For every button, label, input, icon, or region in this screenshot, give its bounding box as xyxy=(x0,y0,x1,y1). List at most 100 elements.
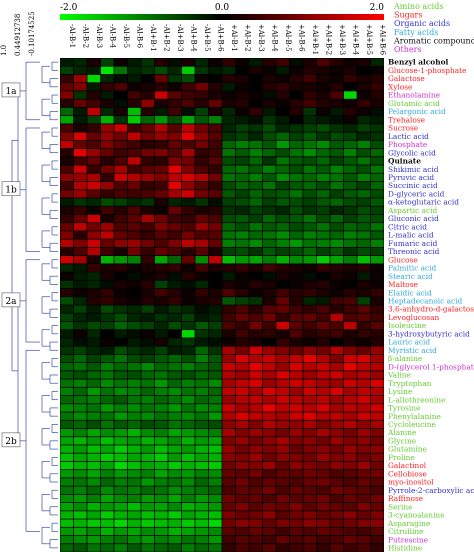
heatmap-cell xyxy=(330,494,344,503)
heatmap-cell xyxy=(370,297,384,305)
heatmap-cell xyxy=(168,387,182,396)
column-label: +Al-B-1 xyxy=(230,24,238,52)
heatmap-cell xyxy=(262,437,276,445)
heatmap-cell xyxy=(87,165,101,173)
heatmap-cell xyxy=(87,157,101,165)
heatmap-cell xyxy=(289,280,303,289)
heatmap-cell xyxy=(343,247,357,256)
heatmap-cell xyxy=(168,305,182,313)
heatmap-cell xyxy=(276,223,290,231)
column-label: -Al-B-3 xyxy=(95,24,103,48)
heatmap-cell xyxy=(303,445,317,453)
row-label: myo-inositol xyxy=(388,478,434,487)
heatmap-cell xyxy=(330,124,344,132)
heatmap-cell xyxy=(154,198,168,206)
heatmap-cell xyxy=(276,330,290,338)
heatmap-cell xyxy=(127,66,141,75)
heatmap-cell xyxy=(60,354,74,363)
heatmap-cell xyxy=(195,379,209,387)
heatmap-cell xyxy=(100,461,114,470)
heatmap-cell xyxy=(276,280,290,289)
heatmap-cell xyxy=(100,66,114,75)
heatmap-cell xyxy=(249,124,263,132)
heatmap-cell xyxy=(262,453,276,462)
heatmap-cell xyxy=(114,445,128,453)
heatmap-cell xyxy=(222,272,236,280)
heatmap-cell xyxy=(73,445,87,453)
heatmap-cell xyxy=(249,239,263,247)
heatmap-cell xyxy=(127,214,141,223)
heatmap-cell xyxy=(222,223,236,231)
heatmap-cell xyxy=(127,354,141,363)
heatmap-cell xyxy=(303,461,317,470)
heatmap-cell xyxy=(60,206,74,215)
heatmap-cell xyxy=(222,297,236,305)
heatmap-cell xyxy=(249,116,263,124)
heatmap-cell xyxy=(343,395,357,404)
heatmap-cell xyxy=(100,527,114,536)
heatmap-cell xyxy=(100,305,114,313)
heatmap-cell xyxy=(87,190,101,198)
heatmap-cell xyxy=(370,83,384,91)
heatmap-cell xyxy=(357,280,371,289)
heatmap-cell xyxy=(330,470,344,478)
heatmap-cell xyxy=(60,58,74,66)
heatmap-cell xyxy=(73,338,87,346)
heatmap-cell xyxy=(262,74,276,83)
heatmap-cell xyxy=(181,148,195,157)
heatmap-cell xyxy=(343,404,357,412)
heatmap-cell xyxy=(330,214,344,223)
heatmap-cell xyxy=(127,223,141,231)
column-label: -Al+B-2 xyxy=(162,24,170,52)
heatmap-cell xyxy=(73,74,87,83)
heatmap-cell xyxy=(330,181,344,190)
heatmap-cell xyxy=(100,107,114,116)
color-scale-tick-label: -2.0 xyxy=(60,3,78,13)
heatmap-cell xyxy=(60,91,74,99)
heatmap-cell xyxy=(195,346,209,354)
heatmap-cell xyxy=(370,190,384,198)
heatmap-cell xyxy=(127,91,141,99)
heatmap-cell xyxy=(249,354,263,363)
heatmap-cell xyxy=(316,511,330,519)
row-label: Asparagine xyxy=(387,519,430,528)
heatmap-cell xyxy=(235,387,249,396)
heatmap-cell xyxy=(73,165,87,173)
heatmap-cell xyxy=(100,190,114,198)
heatmap-cell xyxy=(73,107,87,116)
heatmap-cell xyxy=(357,445,371,453)
heatmap-cell xyxy=(235,395,249,404)
heatmap-cell xyxy=(100,453,114,462)
row-label: Glucose xyxy=(388,255,418,264)
heatmap-cell xyxy=(316,453,330,462)
heatmap-cell xyxy=(73,379,87,387)
heatmap-cell xyxy=(262,420,276,429)
heatmap-cell xyxy=(181,99,195,107)
heatmap-cell xyxy=(289,214,303,223)
heatmap-cell xyxy=(127,535,141,544)
heatmap-cell xyxy=(222,354,236,363)
heatmap-cell xyxy=(154,346,168,354)
heatmap-cell xyxy=(276,305,290,313)
heatmap-cell xyxy=(343,157,357,165)
heatmap-cell xyxy=(370,66,384,75)
heatmap-cell xyxy=(235,132,249,140)
heatmap-cell xyxy=(141,247,155,256)
heatmap-cell xyxy=(343,371,357,379)
heatmap-cell xyxy=(289,387,303,396)
heatmap-cell xyxy=(195,214,209,223)
heatmap-cell xyxy=(73,461,87,470)
heatmap-cell xyxy=(154,214,168,223)
heatmap-cell xyxy=(100,412,114,420)
heatmap-cell xyxy=(370,214,384,223)
heatmap-cell xyxy=(127,83,141,91)
heatmap-cell xyxy=(222,379,236,387)
heatmap-cell xyxy=(141,116,155,124)
heatmap-cell xyxy=(343,511,357,519)
heatmap-cell xyxy=(73,288,87,297)
heatmap-cell xyxy=(330,66,344,75)
heatmap-cell xyxy=(357,494,371,503)
heatmap-cell xyxy=(87,173,101,182)
heatmap-cell xyxy=(262,519,276,527)
heatmap-cell xyxy=(276,313,290,322)
